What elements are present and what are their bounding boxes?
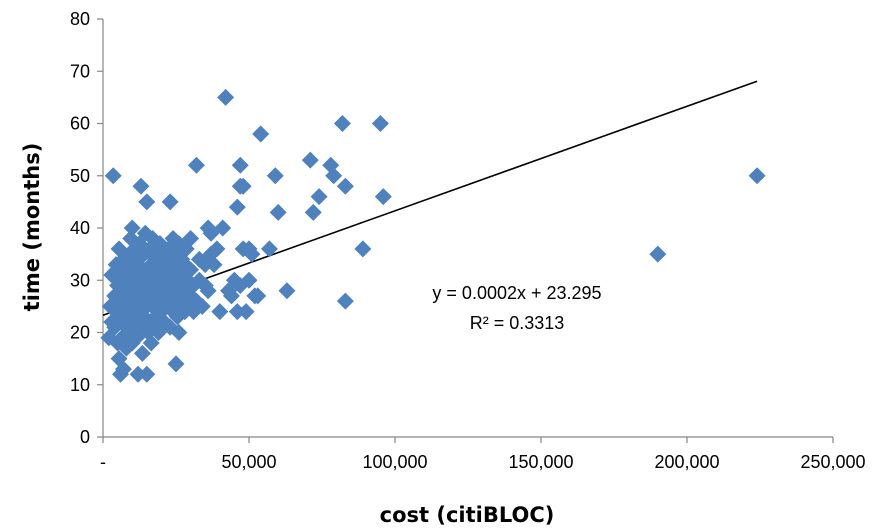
x-tick-label: - [100,452,106,472]
data-point [234,177,252,195]
data-point [182,261,200,279]
data-point [649,245,667,263]
data-point [114,360,132,378]
data-point [222,287,240,305]
data-point [123,219,141,237]
x-tick-label: 250,000 [800,452,865,472]
data-point [354,240,372,258]
x-axis-title: cost (citiBLOC) [380,503,555,527]
data-point [333,115,351,132]
data-point [336,292,354,310]
data-point [228,198,246,216]
data-point [231,156,249,174]
data-point [112,266,130,284]
data-point [170,324,188,341]
data-point [237,303,255,321]
data-points [100,88,766,383]
data-point [240,271,258,289]
data-point [252,125,270,143]
x-tick-label: 150,000 [508,452,573,472]
data-point [336,177,354,195]
data-point [161,193,179,211]
data-point [138,365,156,383]
data-point [119,303,137,321]
trendline-equation: y = 0.0002x + 23.295 [432,283,601,303]
data-point [211,303,229,321]
data-point [138,193,156,211]
axes: 0 10 20 30 40 50 60 70 80 - 50,000 100,000 150,000 20… [70,9,866,472]
x-tick-label: 200,000 [654,452,719,472]
data-point [374,188,392,206]
data-point [371,115,389,132]
data-point [310,188,328,206]
data-point [187,156,205,174]
y-tick-label: 70 [70,61,90,81]
data-point [228,303,246,321]
data-point [167,355,185,373]
data-point [748,167,766,185]
y-tick-label: 50 [70,166,90,186]
data-point [193,297,211,315]
data-point [301,151,319,169]
data-point [142,334,160,352]
data-point [133,344,151,362]
y-tick-label: 40 [70,218,90,238]
data-point [260,240,278,258]
data-point [112,292,130,310]
data-point [217,88,235,106]
data-point [266,167,284,185]
y-tick-label: 60 [70,114,90,134]
data-point [205,256,223,274]
labels-group: y = 0.0002x + 23.295 R² = 0.3313 cost (c… [20,143,602,527]
y-tick-label: 20 [70,323,90,343]
trendline-group [102,80,758,317]
data-point [199,282,217,300]
data-point [325,167,343,185]
data-point [104,167,122,185]
data-point [304,203,322,221]
y-tick-label: 0 [80,427,90,447]
data-point [278,282,296,300]
x-tick-label: 50,000 [221,452,276,472]
y-axis-title: time (months) [20,143,44,312]
data-point [214,219,232,237]
data-point [182,229,200,247]
trendline [102,80,758,317]
data-point [269,203,287,221]
y-tick-label: 30 [70,270,90,290]
data-point [129,365,147,383]
data-point [132,177,150,195]
y-tick-label: 80 [70,9,90,29]
x-tick-label: 100,000 [362,452,427,472]
r-squared-label: R² = 0.3313 [470,313,565,333]
data-point [208,240,226,258]
data-point [243,245,261,263]
y-tick-label: 10 [70,375,90,395]
data-point [249,287,267,305]
